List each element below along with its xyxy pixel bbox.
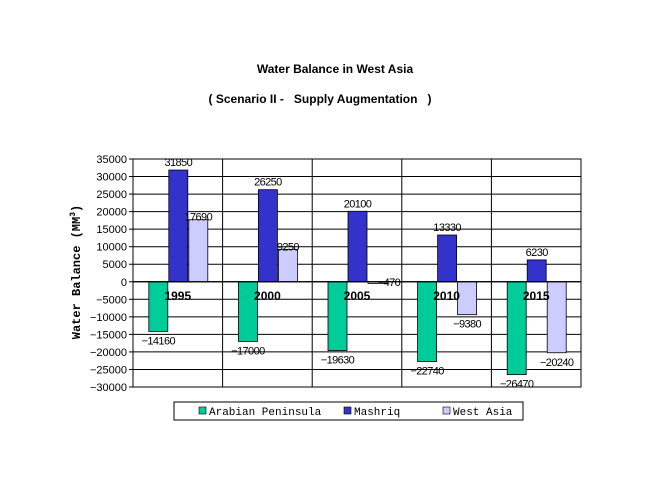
legend-label: West Asia: [453, 407, 513, 419]
legend: Arabian Peninsula Mashriq West Asia: [173, 401, 524, 421]
y-tick-label: 10000: [96, 242, 127, 254]
data-label: −26470: [500, 379, 534, 391]
legend-label: Mashriq: [354, 407, 400, 419]
y-tick-label: 30000: [96, 172, 127, 184]
bar-west-asia: [546, 281, 567, 354]
x-category-label: 1995: [164, 289, 191, 303]
chart-title: Water Balance in West Asia: [257, 62, 414, 76]
bar-west-asia: [457, 281, 478, 316]
y-axis-label-superscript: 3: [69, 212, 78, 217]
data-label: −20240: [540, 357, 574, 369]
y-tick-label: 35000: [96, 154, 127, 166]
bar-mashriq: [437, 234, 458, 283]
y-tick-label: −30000: [90, 382, 127, 394]
data-labels: −14160 31850 17690 1995 −17000 26250 9250 2000 −…: [142, 157, 575, 391]
data-label: −22740: [410, 366, 444, 378]
bar-mashriq: [168, 169, 189, 283]
data-label: −19630: [321, 355, 355, 367]
chart-subtitle: ( Scenario II - Supply Augmentation ): [209, 92, 432, 106]
x-category-label: 2010: [433, 289, 460, 303]
data-label: 9250: [277, 241, 300, 253]
y-tick-label: 15000: [96, 224, 127, 236]
legend-swatch: [198, 406, 207, 415]
y-tick-label: −10000: [90, 312, 127, 324]
y-tick-label: 5000: [103, 259, 127, 271]
data-label: 31850: [165, 157, 193, 169]
data-label: 20100: [344, 198, 372, 210]
data-label: −17000: [231, 345, 265, 357]
data-label: 13330: [433, 222, 461, 234]
data-label: 17690: [185, 212, 213, 224]
y-tick-label: −20000: [90, 347, 127, 359]
x-category-label: 2005: [344, 289, 371, 303]
bar-mashriq: [257, 189, 278, 283]
y-tick-label: 0: [121, 277, 127, 289]
legend-swatch: [343, 406, 352, 415]
data-label: −470: [378, 277, 401, 289]
legend-label: Arabian Peninsula: [209, 407, 322, 419]
y-tick-label: −15000: [90, 329, 127, 341]
bar-mashriq: [347, 210, 368, 283]
bar-west-asia: [277, 248, 298, 283]
bar-mashriq: [526, 259, 547, 283]
bars: [148, 169, 567, 376]
data-label: 26250: [254, 177, 282, 189]
y-tick-label: 25000: [96, 189, 127, 201]
data-label: 6230: [526, 247, 549, 259]
y-axis-label: Water Balance (MM3): [69, 205, 84, 339]
legend-swatch: [442, 406, 451, 415]
data-label: −9380: [453, 319, 481, 331]
y-axis-label-text: Water Balance (MM: [70, 217, 84, 339]
x-category-label: 2015: [523, 289, 550, 303]
axes: 35000 30000 25000 20000 15000 10000 5000 0 −5000…: [90, 154, 581, 394]
x-category-label: 2000: [254, 289, 281, 303]
data-label: −14160: [142, 335, 176, 347]
y-tick-label: −5000: [96, 294, 127, 306]
bar-west-asia: [188, 219, 209, 283]
y-tick-label: 20000: [96, 207, 127, 219]
y-axis-label-close: ): [70, 205, 84, 212]
y-tick-label: −25000: [90, 364, 127, 376]
